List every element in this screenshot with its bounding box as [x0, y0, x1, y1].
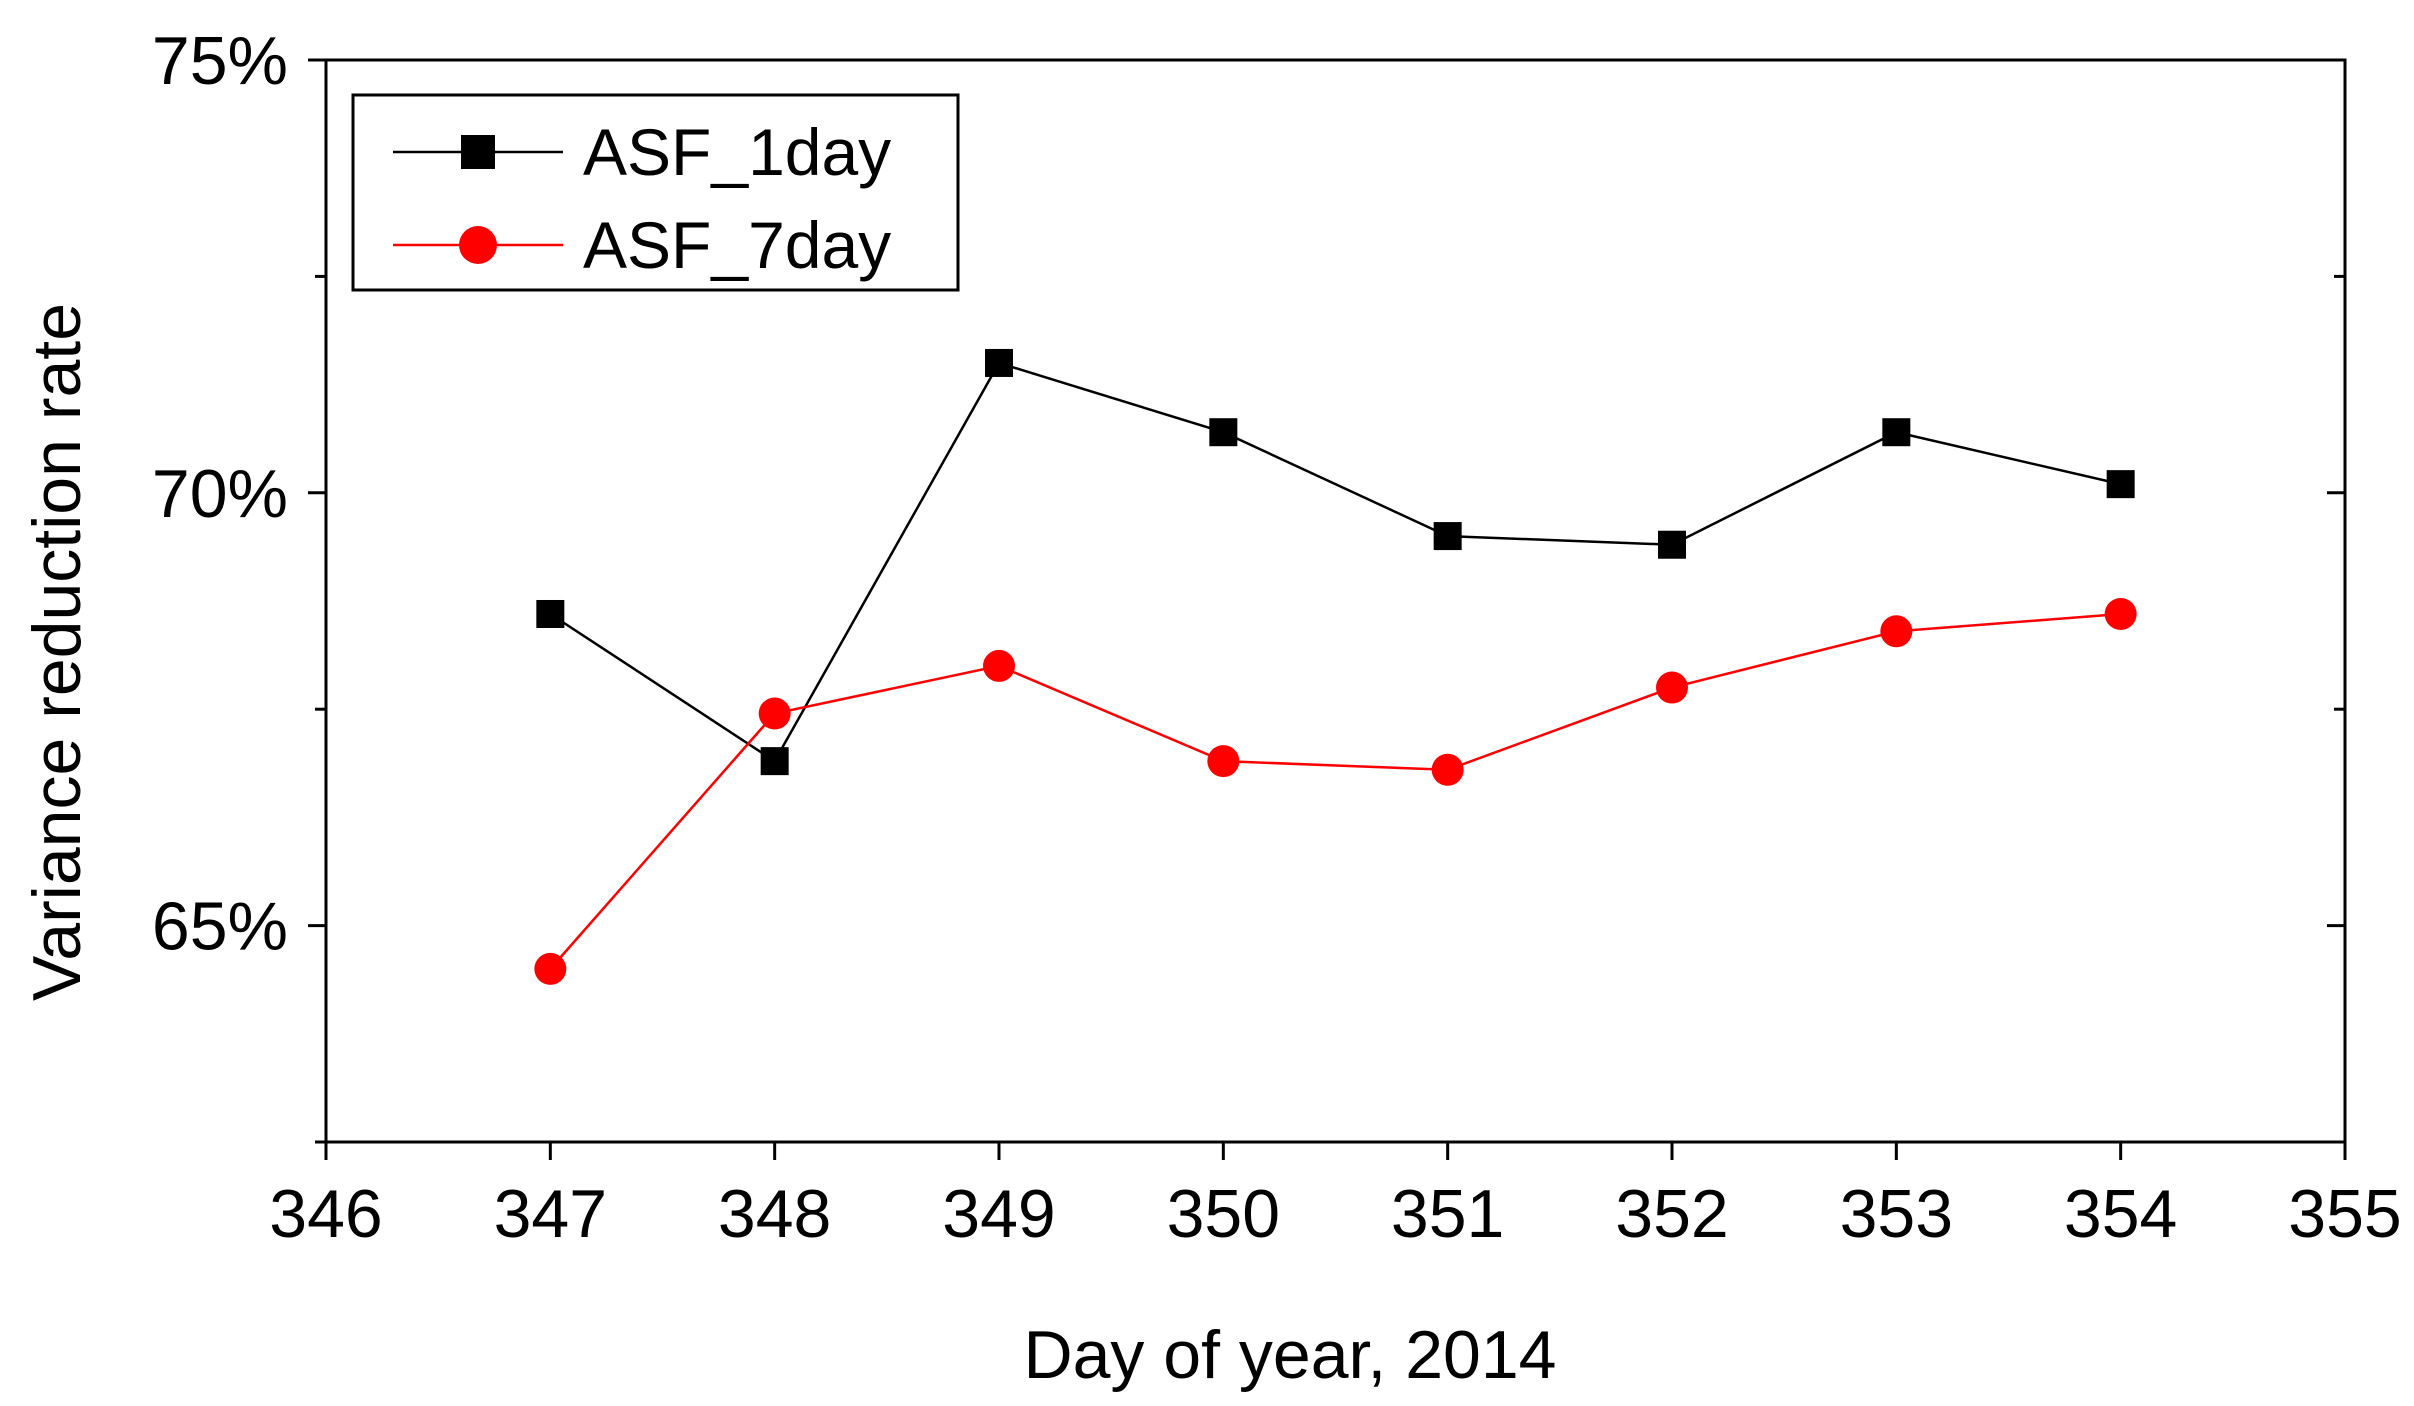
x-tick-label: 352 — [1615, 1176, 1728, 1252]
plot-area — [324, 58, 2347, 1144]
series-layer — [534, 348, 2137, 985]
series-asf-1day — [536, 348, 2135, 776]
legend-label-asf-7day: ASF_7day — [583, 208, 891, 282]
data-point-asf-7day — [1880, 615, 1913, 648]
x-tick-label: 347 — [494, 1176, 607, 1252]
data-point-asf-1day — [760, 747, 789, 776]
y-tick-label: 70% — [152, 456, 288, 532]
y-axis-title: Variance reduction rate — [19, 303, 95, 1001]
legend-box — [351, 93, 960, 292]
legend-marker-asf-7day — [459, 226, 497, 264]
x-tick-label: 346 — [269, 1176, 382, 1252]
data-point-asf-1day — [1433, 522, 1462, 551]
series-line-asf-7day — [549, 612, 2121, 970]
y-tick-label: 75% — [152, 23, 288, 99]
data-point-asf-7day — [983, 649, 1015, 682]
legend: ASF_1day ASF_7day — [351, 93, 960, 292]
data-point-asf-1day — [985, 348, 1013, 377]
data-point-asf-1day — [2106, 470, 2135, 499]
data-point-asf-1day — [1658, 530, 1686, 559]
data-point-asf-7day — [534, 952, 567, 985]
x-tick-label: 350 — [1167, 1176, 1280, 1252]
series-asf-7day — [534, 597, 2137, 985]
data-point-asf-7day — [1207, 745, 1240, 778]
plot-border — [324, 58, 2347, 1144]
data-point-asf-1day — [1882, 418, 1911, 447]
x-tick-label: 348 — [718, 1176, 831, 1252]
x-tick-label: 349 — [942, 1176, 1055, 1252]
y-tick-label: 65% — [152, 889, 288, 965]
data-point-asf-1day — [1209, 418, 1238, 447]
data-point-asf-7day — [1656, 671, 1688, 704]
data-point-asf-7day — [758, 697, 791, 730]
legend-marker-asf-1day — [461, 135, 495, 169]
data-point-asf-1day — [536, 599, 565, 628]
axis-ticks: 346 347 348 349 350 351 352 353 354 355 65% 70% 75% — [152, 23, 2402, 1252]
x-tick-label: 353 — [1840, 1176, 1953, 1252]
x-axis-title: Day of year, 2014 — [1023, 1317, 1556, 1393]
x-tick-label: 355 — [2288, 1176, 2401, 1252]
legend-label-asf-1day: ASF_1day — [583, 115, 891, 189]
x-tick-label: 351 — [1391, 1176, 1504, 1252]
data-point-asf-7day — [2104, 597, 2137, 630]
series-line-asf-1day — [549, 361, 2121, 763]
x-tick-label: 354 — [2064, 1176, 2177, 1252]
data-point-asf-7day — [1431, 753, 1464, 786]
